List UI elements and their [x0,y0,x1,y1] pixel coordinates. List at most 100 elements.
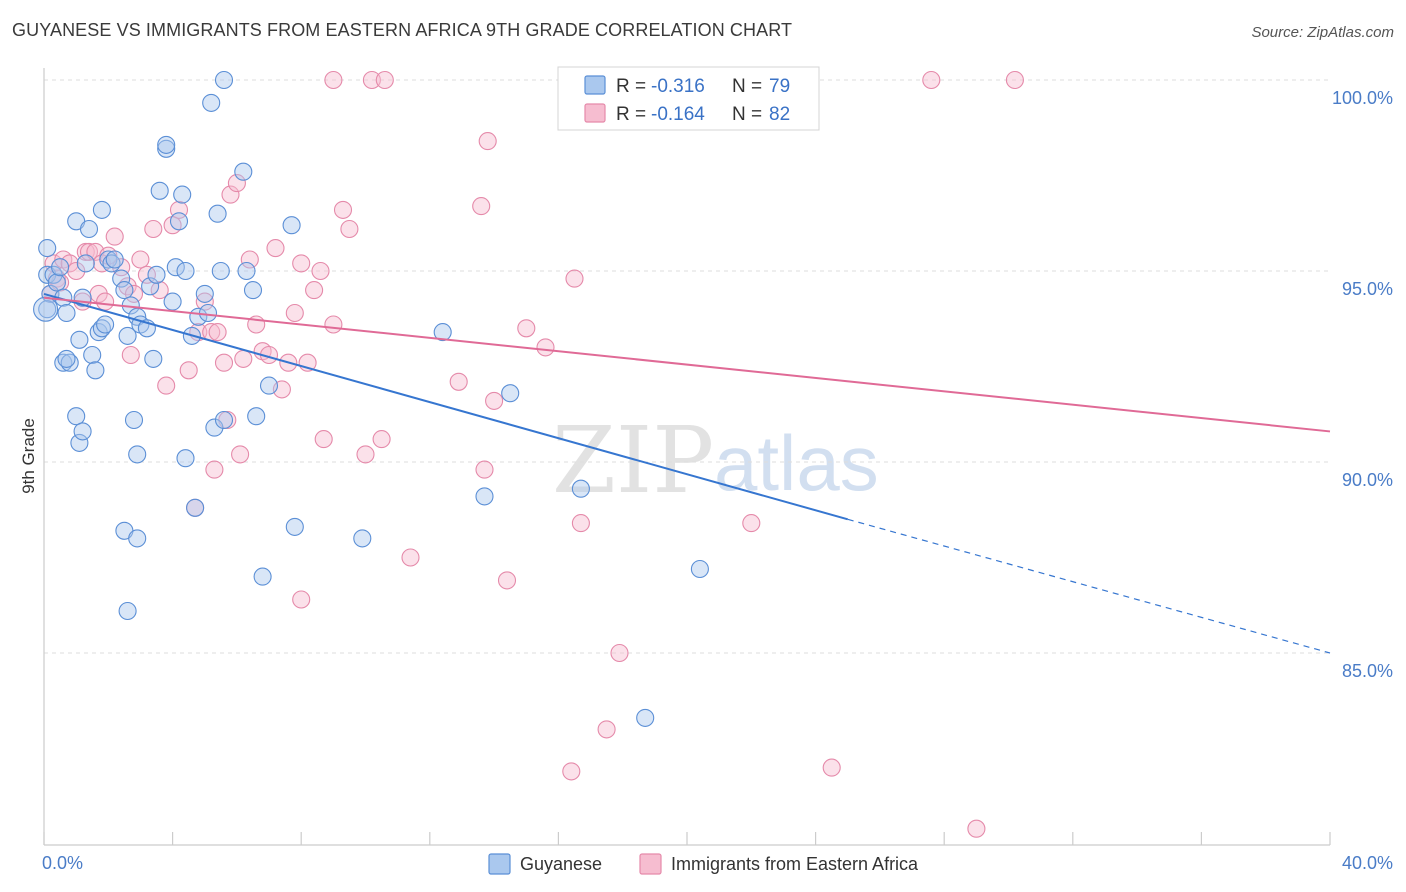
legend-n-value: 82 [769,104,790,125]
data-point [208,323,227,342]
data-point [208,204,227,223]
legend-n-label: N = [732,76,762,97]
data-point [485,391,504,410]
data-point [124,410,144,430]
data-point [60,254,79,273]
series-legend: Guyanese Immigrants from Eastern Africa [488,853,919,875]
data-point [356,445,375,464]
data-point [144,349,163,368]
data-point [96,315,115,334]
data-point [243,281,263,300]
data-point [137,265,156,284]
trend-line-guyanese [43,292,849,521]
data-point [562,762,581,781]
data-point [38,239,57,258]
legend-label-guyanese: Guyanese [520,854,602,874]
legend-r-value: -0.316 [651,76,705,97]
data-point [234,162,253,181]
data-point [247,407,266,426]
data-point [324,315,343,334]
data-point [597,720,616,739]
chart-title: GUYANESE VS IMMIGRANTS FROM EASTERN AFRI… [12,20,793,40]
x-tick-label-max: 40.0% [1342,853,1393,873]
data-point [282,216,301,235]
data-point [83,345,102,365]
data-point [231,445,250,464]
data-point [179,361,198,380]
data-point [433,323,452,342]
data-point [38,300,57,319]
data-point [1005,70,1024,90]
data-point [76,254,95,273]
data-point [128,529,147,548]
data-point [112,269,131,288]
data-point [565,269,584,288]
legend-swatch-guyanese [488,853,511,875]
data-point [472,197,491,216]
data-point [150,181,169,200]
y-tick-labels: 85.0% 90.0% 95.0% 100.0% [1332,88,1393,681]
data-point [571,479,590,498]
data-point [227,174,246,193]
data-point [311,261,330,281]
legend-swatch-guyanese [584,75,606,95]
data-point [173,185,192,204]
data-point [401,548,420,567]
trend-line-guyanese-extension [847,518,1331,654]
legend-r-value: -0.164 [651,104,705,125]
data-point [144,219,163,239]
series-guyanese [33,70,709,727]
data-point [214,70,234,90]
legend-swatch-eastern-africa [584,103,606,123]
y-tick-label: 90.0% [1342,470,1393,490]
legend-n-value: 79 [769,76,790,97]
data-point [340,219,359,239]
data-point [128,445,147,464]
data-point [240,250,259,269]
data-point [967,819,986,838]
data-point [292,254,311,273]
legend-r-label: R = [616,76,646,97]
data-point [163,292,182,311]
data-point [105,250,124,269]
data-point [73,422,92,441]
x-tick-label-min: 0.0% [42,853,83,873]
data-point [822,758,841,777]
data-point [205,418,224,437]
legend-swatch-eastern-africa [639,853,662,875]
data-point [237,261,256,281]
data-point [475,460,494,479]
data-point [253,567,272,586]
data-point [214,353,234,372]
data-point [536,338,555,357]
data-point [292,590,311,609]
data-point [353,529,372,548]
data-point [517,319,536,338]
data-point [131,250,150,269]
data-point [501,384,520,403]
data-point [636,708,655,727]
data-point [33,296,59,322]
data-point [305,281,324,300]
data-point [186,498,205,517]
trend-lines [43,292,1331,654]
watermark: ZIP atlas [552,407,879,514]
data-point [47,273,66,292]
data-point [375,70,394,90]
data-point [478,132,497,151]
data-point [157,139,176,158]
watermark-atlas: atlas [714,419,879,507]
data-point [195,284,214,303]
y-tick-label: 100.0% [1332,88,1393,108]
data-point [198,303,218,323]
data-point [571,514,590,533]
y-axis-title: 9th Grade [19,418,38,494]
data-point [285,517,304,536]
data-point [176,261,195,281]
data-point [214,410,234,430]
data-point [121,345,140,365]
data-point [51,258,70,277]
data-point [690,559,709,579]
source-label: Source: ZipAtlas.com [1251,24,1394,41]
